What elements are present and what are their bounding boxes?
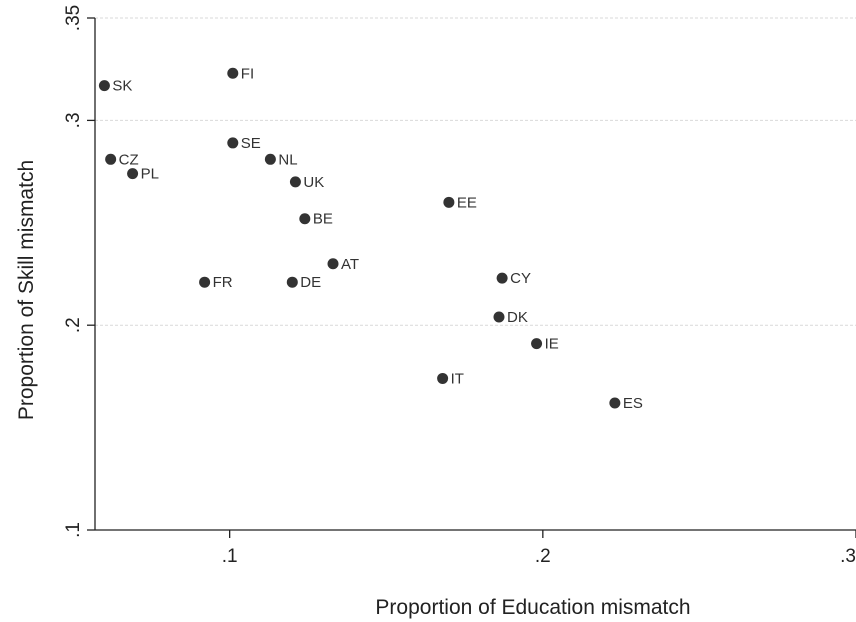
point-label-fr: FR <box>213 274 233 291</box>
axes <box>94 18 856 531</box>
data-point-be <box>299 213 311 225</box>
y-tick-label: .2 <box>63 317 84 333</box>
point-label-es: ES <box>623 395 643 412</box>
data-point-de <box>286 276 298 288</box>
data-point-cy <box>496 272 508 284</box>
point-label-cz: CZ <box>119 151 139 168</box>
y-tick-label: .3 <box>63 112 84 128</box>
data-point-at <box>327 258 339 270</box>
data-point-sk <box>98 80 110 92</box>
point-label-nl: NL <box>278 151 297 168</box>
grid-lines <box>95 17 856 326</box>
point-label-dk: DK <box>507 309 528 326</box>
point-label-ee: EE <box>457 194 477 211</box>
x-tick-label: .3 <box>840 546 856 567</box>
data-point-pl <box>127 168 139 180</box>
data-point-fr <box>199 276 211 288</box>
data-point-ee <box>443 196 455 208</box>
x-tick-label: .1 <box>222 546 238 567</box>
point-label-fi: FI <box>241 65 254 82</box>
data-point-nl <box>264 153 276 165</box>
point-label-be: BE <box>313 211 333 228</box>
y-tick-label: .35 <box>63 5 84 31</box>
data-point-cz <box>105 153 117 165</box>
data-point-uk <box>289 176 301 188</box>
point-label-it: IT <box>451 370 464 387</box>
data-point-dk <box>493 311 505 323</box>
x-axis-title: Proportion of Education mismatch <box>375 596 690 619</box>
y-tick-label: .1 <box>63 522 84 538</box>
data-point-it <box>437 372 449 384</box>
point-label-ie: IE <box>545 336 559 353</box>
axis-ticks: .1 .2 .3 .35 .1 .2 .3 <box>63 5 856 567</box>
point-label-pl: PL <box>141 166 159 183</box>
point-label-de: DE <box>300 274 321 291</box>
point-label-se: SE <box>241 135 261 152</box>
data-point-se <box>227 137 239 149</box>
data-point-ie <box>531 338 543 350</box>
data-point-fi <box>227 67 239 79</box>
x-tick-label: .2 <box>535 546 551 567</box>
point-label-uk: UK <box>303 174 324 191</box>
point-label-at: AT <box>341 256 359 273</box>
data-point-es <box>609 397 621 409</box>
point-label-cy: CY <box>510 270 531 287</box>
point-label-sk: SK <box>112 78 132 95</box>
y-axis-title: Proportion of Skill mismatch <box>15 160 38 420</box>
